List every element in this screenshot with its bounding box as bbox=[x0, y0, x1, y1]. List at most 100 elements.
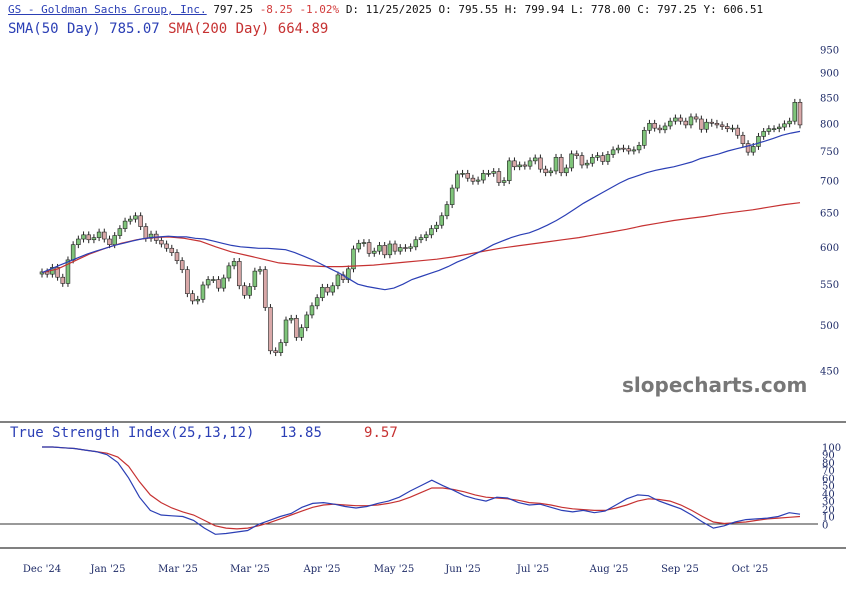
candle-body bbox=[756, 136, 761, 147]
candle-body bbox=[771, 128, 777, 130]
price-change-pct: -1.02% bbox=[299, 3, 340, 16]
candle-body bbox=[584, 162, 590, 166]
candle-body bbox=[605, 154, 611, 162]
candle-body bbox=[636, 145, 642, 151]
candle-body bbox=[662, 125, 668, 131]
candle-body bbox=[226, 265, 232, 279]
sma50-value: 785.07 bbox=[109, 21, 160, 37]
candle-body bbox=[122, 220, 128, 229]
candle-body bbox=[475, 179, 481, 182]
candle-body bbox=[268, 307, 273, 352]
quote-header: GS - Goldman Sachs Group, Inc. 797.25 -8… bbox=[8, 3, 763, 16]
tsi-legend: True Strength Index(25,13,12) 13.85 9.57 bbox=[10, 425, 398, 441]
candle-body bbox=[782, 123, 787, 128]
quote-date: D: 11/25/2025 bbox=[345, 3, 432, 16]
date-axis-tick: Jan '25 bbox=[89, 564, 125, 575]
candle-body bbox=[631, 149, 637, 152]
tsi-line bbox=[42, 446, 801, 535]
price-axis-tick: 700 bbox=[820, 177, 839, 188]
candle-body bbox=[621, 147, 626, 150]
candle-body bbox=[553, 157, 559, 172]
candle-body bbox=[657, 127, 663, 131]
candle-body bbox=[91, 237, 97, 241]
candle-body bbox=[143, 226, 149, 239]
candle-body bbox=[709, 121, 714, 124]
candle-body bbox=[704, 121, 709, 130]
candle-body bbox=[626, 148, 631, 152]
price-axis-tick: 500 bbox=[820, 321, 839, 332]
candle-body bbox=[190, 293, 195, 302]
candle-body bbox=[372, 250, 377, 254]
sma200-line bbox=[41, 202, 801, 274]
tsi-axis-tick: 10 bbox=[822, 513, 835, 524]
sma200-value: 664.89 bbox=[277, 21, 329, 37]
candle-body bbox=[403, 247, 408, 249]
candle-body bbox=[714, 122, 720, 126]
candle-body bbox=[174, 252, 180, 261]
candle-body bbox=[745, 143, 751, 153]
watermark: slopecharts.com bbox=[622, 373, 808, 397]
candle-body bbox=[216, 279, 221, 289]
candle-body bbox=[693, 116, 699, 120]
candle-body bbox=[159, 240, 164, 245]
candle-body bbox=[262, 269, 268, 308]
ticker-link[interactable]: GS - Goldman Sachs Group, Inc. bbox=[8, 3, 207, 16]
date-axis-tick: Oct '25 bbox=[732, 564, 768, 575]
candle-body bbox=[325, 287, 330, 293]
sma-legend: SMA(50 Day) 785.07 SMA(200 Day) 664.89 bbox=[8, 21, 328, 37]
candle-body bbox=[242, 285, 247, 296]
candle-body bbox=[309, 305, 315, 316]
candle-body bbox=[60, 276, 66, 284]
candle-body bbox=[273, 350, 278, 353]
candle-body bbox=[797, 102, 803, 126]
sma50-line bbox=[41, 130, 801, 291]
candle-body bbox=[366, 242, 372, 254]
candle-body bbox=[169, 247, 175, 253]
candle-body bbox=[397, 247, 403, 252]
tsi-axis-tick: 50 bbox=[822, 482, 835, 493]
candle-body bbox=[751, 146, 756, 153]
candle-body bbox=[164, 243, 169, 249]
candle-body bbox=[548, 170, 554, 174]
candle-body bbox=[76, 238, 81, 245]
date-axis-tick: Jul '25 bbox=[516, 564, 549, 575]
candle-body bbox=[107, 238, 112, 245]
candle-body bbox=[314, 297, 320, 307]
candle-body bbox=[294, 318, 299, 338]
tsi-signal-value: 9.57 bbox=[364, 425, 398, 441]
tsi-value: 13.85 bbox=[279, 425, 322, 441]
candle-body bbox=[356, 242, 361, 250]
candle-body bbox=[138, 215, 143, 227]
tsi-axis-tick: 100 bbox=[822, 443, 841, 454]
candle-body bbox=[595, 155, 600, 158]
candle-body bbox=[439, 215, 445, 226]
candle-body bbox=[392, 243, 398, 252]
candle-body bbox=[600, 155, 605, 162]
tsi-axis-tick: 90 bbox=[822, 451, 835, 462]
candle-body bbox=[444, 204, 450, 217]
candle-body bbox=[361, 242, 367, 244]
price-axis-tick: 800 bbox=[820, 119, 839, 130]
candle-body bbox=[330, 285, 335, 293]
price-axis-tick: 650 bbox=[820, 208, 839, 219]
date-axis-tick: Jun '25 bbox=[444, 564, 481, 575]
candle-body bbox=[205, 279, 211, 286]
candle-body bbox=[538, 157, 543, 170]
date-axis-tick: Apr '25 bbox=[302, 564, 340, 575]
candle-body bbox=[678, 117, 683, 122]
candle-body bbox=[288, 318, 294, 321]
candle-body bbox=[491, 171, 496, 174]
candle-body bbox=[418, 237, 424, 241]
price-axis-tick: 950 bbox=[820, 45, 839, 56]
candle-body bbox=[81, 234, 86, 240]
candle-body bbox=[501, 180, 507, 183]
candle-body bbox=[527, 160, 533, 167]
candle-body bbox=[641, 130, 647, 146]
candle-body bbox=[787, 120, 792, 125]
candle-body bbox=[507, 160, 512, 181]
candle-body bbox=[590, 157, 595, 164]
quote-high: H: 799.94 bbox=[504, 3, 565, 16]
candle-body bbox=[667, 120, 673, 127]
candle-body bbox=[278, 342, 284, 353]
